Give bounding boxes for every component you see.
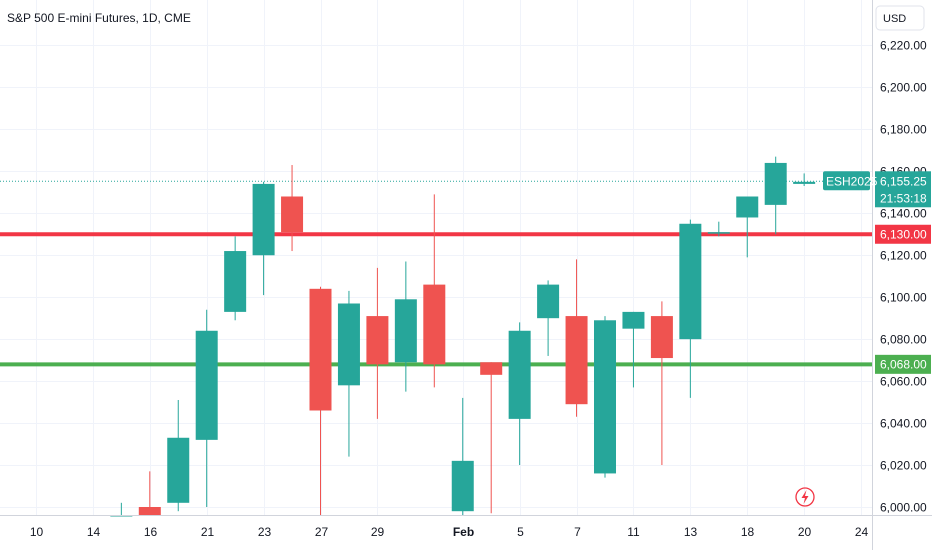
- candle-body: [764, 162, 787, 205]
- price-axis[interactable]: 6,000.00 6,020.00 6,040.00 6,060.00 6,080.00…: [880, 39, 927, 515]
- candle[interactable]: [793, 173, 816, 187]
- grid: [0, 0, 872, 515]
- candle-body: [252, 183, 275, 256]
- y-tick-label: 6,120.00: [880, 249, 927, 263]
- candle-body: [707, 232, 730, 234]
- candle-body: [650, 316, 673, 359]
- y-tick-label: 6,040.00: [880, 417, 927, 431]
- candle[interactable]: [707, 221, 730, 237]
- x-tick-label: 29: [371, 525, 385, 539]
- candle-body: [394, 299, 417, 363]
- candle[interactable]: [195, 309, 218, 507]
- candle-body: [793, 181, 816, 184]
- horizontal-line-price-tag: 6,068.00: [875, 354, 931, 374]
- x-tick-label: 5: [517, 525, 524, 539]
- x-tick-label: 16: [144, 525, 158, 539]
- y-tick-label: 6,020.00: [880, 459, 927, 473]
- candle[interactable]: [480, 362, 503, 514]
- y-tick-label: 6,220.00: [880, 39, 927, 53]
- symbol-label: ESH2025: [823, 171, 878, 191]
- candle-body: [224, 251, 247, 312]
- candle-body: [480, 362, 503, 375]
- candle[interactable]: [736, 196, 759, 258]
- y-tick-label: 6,060.00: [880, 375, 927, 389]
- x-tick-label: 21: [201, 525, 215, 539]
- candle-body: [138, 507, 161, 515]
- candle[interactable]: [224, 236, 247, 321]
- candle[interactable]: [281, 165, 304, 252]
- symbol-label-bg: [823, 171, 870, 191]
- candle[interactable]: [366, 267, 389, 419]
- currency-label: USD: [883, 13, 906, 25]
- last-price-tag: 6,155.25 21:53:18: [875, 171, 931, 208]
- candle-body: [195, 330, 218, 440]
- horizontal-line-price-tag-bg: [875, 224, 931, 244]
- candle-body: [281, 196, 304, 233]
- candle-body: [451, 460, 474, 512]
- candle[interactable]: [309, 286, 332, 515]
- horizontal-line-price-tag-text: 6,068.00: [880, 357, 927, 371]
- horizontal-line-price-tag: 6,130.00: [875, 224, 931, 244]
- candle-body: [679, 223, 702, 340]
- y-tick-label: 6,140.00: [880, 207, 927, 221]
- y-tick-label: 6,200.00: [880, 81, 927, 95]
- x-tick-label: Feb: [453, 525, 474, 539]
- candle[interactable]: [679, 219, 702, 398]
- horizontal-line-price-tag-bg: [875, 354, 931, 374]
- candle[interactable]: [594, 316, 616, 478]
- candle-body: [622, 311, 645, 329]
- candle-body: [423, 284, 446, 365]
- candle[interactable]: [508, 322, 531, 466]
- candle[interactable]: [252, 181, 275, 296]
- candle-body: [594, 320, 616, 474]
- time-axis[interactable]: 10 14 16 21 23 27 29 Feb 5 7 11 13 18 20 24: [30, 525, 869, 539]
- symbol-label-text: ESH2025: [826, 174, 878, 188]
- last-price-tag-bg: [875, 171, 931, 208]
- candle-body: [337, 303, 360, 386]
- horizontal-line-price-tag-text: 6,130.00: [880, 227, 927, 241]
- candle[interactable]: [138, 471, 161, 515]
- candle-body: [537, 284, 560, 319]
- x-tick-label: 7: [574, 525, 581, 539]
- candle[interactable]: [337, 290, 360, 457]
- last-price-value: 6,155.25: [880, 174, 927, 188]
- currency-button[interactable]: [875, 5, 925, 31]
- x-tick-label: 13: [684, 525, 698, 539]
- x-tick-label: 20: [798, 525, 812, 539]
- candle-body: [309, 288, 332, 411]
- x-tick-label: 10: [30, 525, 44, 539]
- candles[interactable]: [110, 156, 816, 517]
- candle-body: [565, 316, 588, 405]
- x-tick-label: 23: [258, 525, 272, 539]
- candle-body: [366, 316, 389, 365]
- candle[interactable]: [537, 280, 560, 356]
- candle[interactable]: [167, 400, 190, 512]
- candle[interactable]: [565, 259, 588, 417]
- candle[interactable]: [423, 194, 446, 388]
- candle[interactable]: [394, 261, 417, 392]
- candle-body: [508, 330, 531, 419]
- lightning-icon[interactable]: [795, 487, 815, 507]
- y-tick-label: 6,080.00: [880, 333, 927, 347]
- candle-body: [167, 437, 190, 503]
- x-tick-label: 11: [627, 525, 640, 539]
- y-tick-label: 6,180.00: [880, 123, 927, 137]
- x-tick-label: 27: [315, 525, 329, 539]
- y-tick-label: 6,000.00: [880, 501, 927, 515]
- y-tick-label: 6,100.00: [880, 291, 927, 305]
- bar-countdown: 21:53:18: [880, 191, 927, 205]
- x-tick-label: 18: [741, 525, 755, 539]
- candle[interactable]: [622, 311, 645, 388]
- candle[interactable]: [650, 301, 673, 466]
- x-tick-label: 14: [87, 525, 101, 539]
- candle-body: [736, 196, 759, 218]
- chart-title: S&P 500 E-mini Futures, 1D, CME: [7, 11, 191, 25]
- candle[interactable]: [451, 397, 474, 515]
- candle[interactable]: [764, 156, 787, 235]
- x-tick-label: 24: [855, 525, 869, 539]
